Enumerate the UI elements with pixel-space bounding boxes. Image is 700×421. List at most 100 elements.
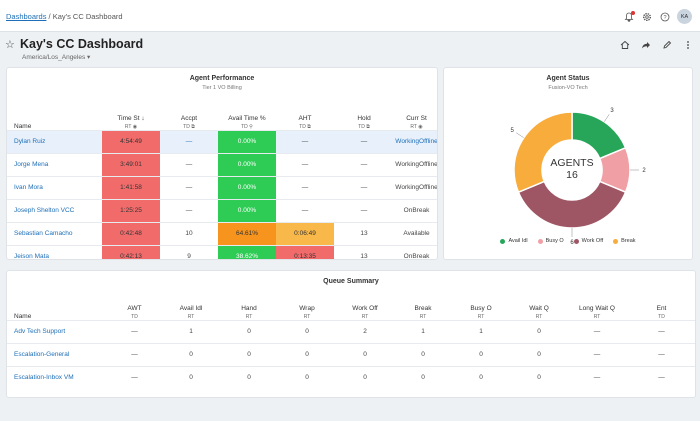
agent-name-link[interactable]: Jeison Mata: [7, 244, 102, 259]
share-icon[interactable]: [640, 39, 652, 51]
agent-name-link[interactable]: Ivan Mora: [7, 175, 102, 199]
queue-name-link[interactable]: Adv Tech Support: [7, 319, 107, 343]
agent-performance-panel: Agent Performance Tier 1 VO Billing Name…: [6, 67, 438, 260]
table-row[interactable]: Sebastian Camacho 0:42:48 10 64.61% 0:06…: [7, 221, 437, 245]
col-header-awt[interactable]: AWT TD: [127, 304, 142, 320]
donut-value-label: 3: [610, 108, 614, 114]
current-state-cell: OnBreak: [394, 244, 437, 259]
legend-item-break[interactable]: Break: [613, 238, 636, 244]
col-header-break[interactable]: Break RT: [414, 304, 432, 320]
more-options-icon[interactable]: [682, 39, 694, 51]
notification-dot: [631, 10, 635, 15]
gear-icon[interactable]: [641, 11, 653, 23]
col-header-wait-q[interactable]: Wait Q RT: [529, 304, 549, 320]
avail-time-cell: 0.00%: [218, 175, 276, 199]
table-row[interactable]: Jorge Mena 3:49:01 — 0.00% — — WorkingOf…: [7, 152, 437, 176]
donut-slice-break[interactable]: [513, 111, 573, 194]
queue-cell: —: [626, 319, 695, 343]
queue-cell: 0: [278, 365, 336, 389]
accepted-cell: —: [160, 198, 218, 222]
queue-cell: —: [568, 342, 626, 366]
queue-name-link[interactable]: Escalation-General: [7, 342, 107, 366]
table-row[interactable]: Ivan Mora 1:41:58 — 0.00% — — WorkingOff…: [7, 175, 437, 199]
current-state-cell: WorkingOffline: [394, 175, 437, 199]
table-row[interactable]: Escalation-General —0 0 0 0 0 0 0— —: [7, 342, 695, 366]
agent-name-link[interactable]: Joseph Shelton VCC: [7, 198, 102, 222]
avail-time-cell: 0.00%: [218, 198, 276, 222]
legend-item-busy-o[interactable]: Busy O: [537, 238, 564, 244]
queue-cell: 1: [394, 319, 452, 343]
col-header-aht[interactable]: AHT TD ⧉: [298, 114, 312, 130]
col-header-avail-idl[interactable]: Avail Idl RT: [179, 304, 203, 320]
col-header-accepted[interactable]: Accpt TD ⧉: [180, 114, 198, 130]
time-state-cell: 1:41:58: [102, 175, 160, 199]
queue-cell: 0: [394, 342, 452, 366]
donut-center-value: 16: [566, 169, 578, 181]
aht-cell: —: [276, 152, 334, 176]
agent-performance-subtitle: Tier 1 VO Billing: [202, 85, 242, 91]
legend-item-avail-idl[interactable]: Avail Idl: [500, 238, 528, 244]
table-row[interactable]: Escalation-Inbox VM —0 0 0 0 0 0 0— —: [7, 365, 695, 389]
col-header-current-state[interactable]: Curr St RT ◉: [406, 114, 427, 130]
queue-cell: 0: [510, 319, 568, 343]
queue-cell: 2: [336, 319, 394, 343]
col-header-long-wait-q[interactable]: Long Wait Q RT: [579, 304, 615, 320]
donut-value-label: 2: [642, 168, 646, 174]
agent-status-panel: Agent Status Fusion-VO Tech 3 2 6 5 AGENTS …: [443, 67, 693, 260]
accepted-cell: 9: [160, 244, 218, 259]
avail-time-cell: 0.00%: [218, 152, 276, 176]
aht-cell: —: [276, 175, 334, 199]
svg-text:?: ?: [663, 15, 666, 21]
breadcrumb-dashboards-link[interactable]: Dashboards: [6, 12, 47, 21]
table-row[interactable]: Joseph Shelton VCC 1:25:25 — 0.00% — — O…: [7, 198, 437, 222]
donut-slice-work-off[interactable]: [517, 180, 627, 229]
help-icon[interactable]: ?: [659, 11, 671, 23]
notifications-icon[interactable]: [623, 10, 635, 23]
table-row[interactable]: Jeison Mata 0:42:13 9 38.62% 0:13:35 13 …: [7, 244, 437, 259]
col-header-hold[interactable]: Hold TD ⧉: [357, 114, 371, 130]
col-header-busy-o[interactable]: Busy O RT: [470, 304, 492, 320]
top-bar: Dashboards / Kay's CC Dashboard ? KA: [0, 0, 700, 32]
col-header-ent[interactable]: Ent TD: [656, 304, 667, 320]
aht-cell: 0:13:35: [276, 244, 334, 259]
hold-cell: —: [334, 198, 394, 222]
table-row[interactable]: Dylan Ruiz 4:54:49 — 0.00% — — WorkingOf…: [7, 129, 437, 153]
donut-leader-line: [604, 114, 610, 122]
avail-time-cell: 38.62%: [218, 244, 276, 259]
col-header-name[interactable]: Name: [14, 122, 32, 130]
col-header-time-state[interactable]: Time St ↓ RT ◉: [117, 114, 145, 130]
chart-legend: Avail Idl Busy O Work Off Break: [444, 238, 692, 244]
col-header-name[interactable]: Name: [14, 312, 32, 320]
queue-cell: —: [568, 319, 626, 343]
donut-center-label: AGENTS: [550, 157, 593, 169]
queue-cell: 1: [162, 319, 220, 343]
col-header-wrap[interactable]: Wrap RT: [299, 304, 315, 320]
favorite-star-icon[interactable]: ☆: [5, 39, 15, 51]
queue-cell: 0: [162, 342, 220, 366]
current-state-cell: WorkingOffline: [394, 129, 437, 153]
time-state-cell: 1:25:25: [102, 198, 160, 222]
queue-cell: 0: [452, 365, 510, 389]
agent-name-link[interactable]: Sebastian Camacho: [7, 221, 102, 245]
queue-name-link[interactable]: Escalation-Inbox VM: [7, 365, 107, 389]
agent-name-link[interactable]: Jorge Mena: [7, 152, 102, 176]
col-header-avail-time[interactable]: Avail Time % TD ⚲: [228, 114, 266, 130]
edit-pencil-icon[interactable]: [661, 39, 673, 51]
col-header-hand[interactable]: Hand RT: [241, 304, 257, 320]
hold-cell: —: [334, 152, 394, 176]
time-state-cell: 3:49:01: [102, 152, 160, 176]
queue-cell: 0: [452, 342, 510, 366]
agent-performance-table: Name Time St ↓ RT ◉ Accpt TD ⧉ Avail Time …: [7, 107, 437, 259]
agent-name-link[interactable]: Dylan Ruiz: [7, 129, 102, 153]
legend-item-work-off[interactable]: Work Off: [573, 238, 603, 244]
accepted-cell: —: [160, 129, 218, 153]
user-avatar[interactable]: KA: [677, 9, 692, 24]
legend-label: Break: [621, 238, 636, 244]
timezone-selector[interactable]: America/Los_Angeles ▾: [22, 54, 91, 61]
col-header-work-off[interactable]: Work Off RT: [352, 304, 378, 320]
table-row[interactable]: Adv Tech Support —1 0 0 2 1 1 0— —: [7, 319, 695, 343]
legend-label: Busy O: [545, 238, 564, 244]
queue-cell: —: [626, 342, 695, 366]
hold-cell: 13: [334, 244, 394, 259]
home-icon[interactable]: [619, 39, 631, 51]
